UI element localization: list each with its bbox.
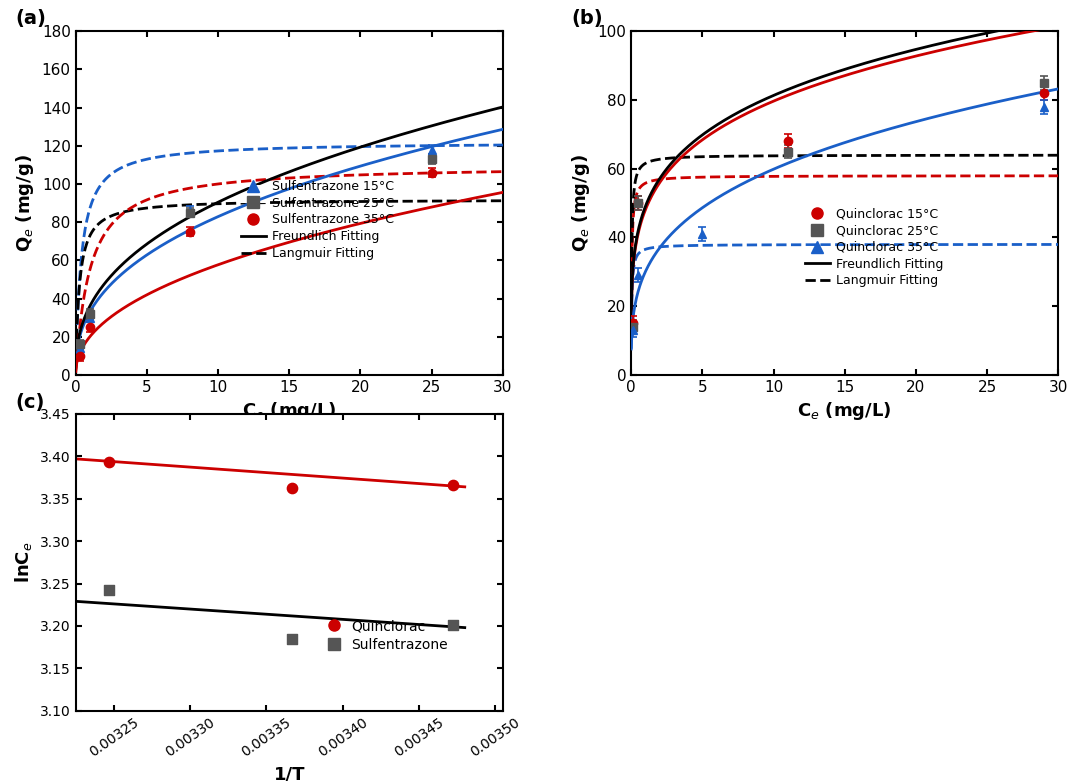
X-axis label: C$_e$ (mg/L): C$_e$ (mg/L): [242, 401, 337, 423]
Point: [284, 633, 301, 645]
Text: (a): (a): [16, 9, 46, 28]
Text: (b): (b): [571, 9, 603, 28]
Legend: Quinclorac, Sulfentrazone: Quinclorac, Sulfentrazone: [318, 614, 454, 657]
Point: [100, 584, 118, 597]
X-axis label: 1/T: 1/T: [273, 765, 305, 781]
Y-axis label: lnC$_e$: lnC$_e$: [13, 541, 35, 583]
Text: (c): (c): [16, 393, 45, 412]
X-axis label: C$_e$ (mg/L): C$_e$ (mg/L): [797, 401, 892, 423]
Point: [444, 479, 461, 491]
Point: [444, 619, 461, 631]
Legend: Quinclorac 15°C, Quinclorac 25°C, Quinclorac 35°C, Freundlich Fitting, Langmuir : Quinclorac 15°C, Quinclorac 25°C, Quincl…: [799, 202, 948, 292]
Y-axis label: Q$_e$ (mg/g): Q$_e$ (mg/g): [570, 154, 592, 252]
Point: [284, 481, 301, 494]
Point: [100, 456, 118, 469]
Y-axis label: Q$_e$ (mg/g): Q$_e$ (mg/g): [14, 154, 37, 252]
Legend: Sulfentrazone 15°C, Sulfentrazone 25°C, Sulfentrazone 35°C, Freundlich Fitting, : Sulfentrazone 15°C, Sulfentrazone 25°C, …: [235, 175, 399, 265]
